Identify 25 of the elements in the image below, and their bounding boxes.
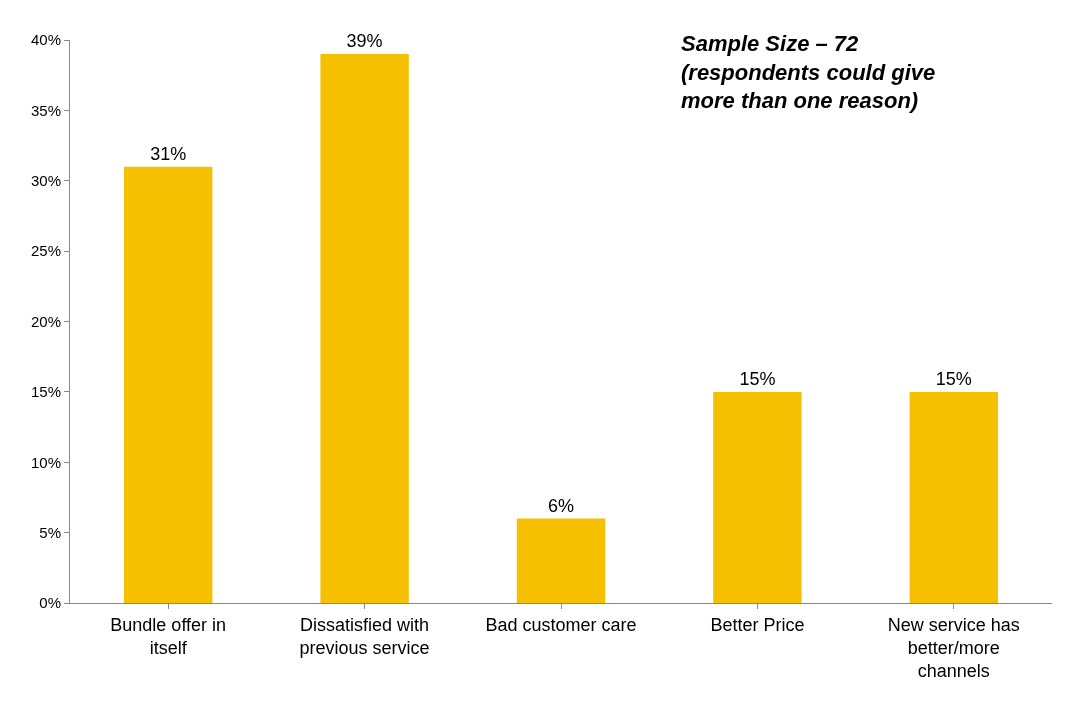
y-tick-label: 30% [30, 172, 61, 189]
x-tick-label: Dissatisfied with previous service [299, 614, 430, 658]
data-label: 6% [547, 495, 575, 516]
y-tick-label: 10% [30, 453, 61, 471]
y-tick-label: 20% [30, 312, 61, 330]
bar [713, 391, 802, 603]
bar [124, 166, 213, 603]
y-tick-label: 0% [39, 594, 61, 612]
x-tick-label: Bundle offer in itself [110, 614, 227, 658]
data-label: 31% [150, 143, 187, 164]
y-tick-label: 40% [30, 31, 61, 49]
data-label: 15% [739, 368, 776, 389]
data-label: 39% [346, 31, 383, 52]
bar [516, 518, 606, 603]
y-tick-label: 25% [30, 242, 61, 260]
y-tick-label: 5% [39, 523, 61, 541]
y-tick-label: 35% [30, 101, 61, 119]
x-tick-label: Bad customer care [485, 614, 637, 635]
y-tick-label: 15% [30, 383, 61, 401]
data-label: 15% [935, 368, 972, 389]
x-tick-label: Better Price [710, 614, 805, 635]
annotation: Sample Size – 72 (respondents could give more than one reason) [681, 31, 936, 114]
bar [909, 391, 998, 603]
x-tick-label: New service has better/more channels [887, 614, 1020, 682]
bar [320, 54, 409, 603]
